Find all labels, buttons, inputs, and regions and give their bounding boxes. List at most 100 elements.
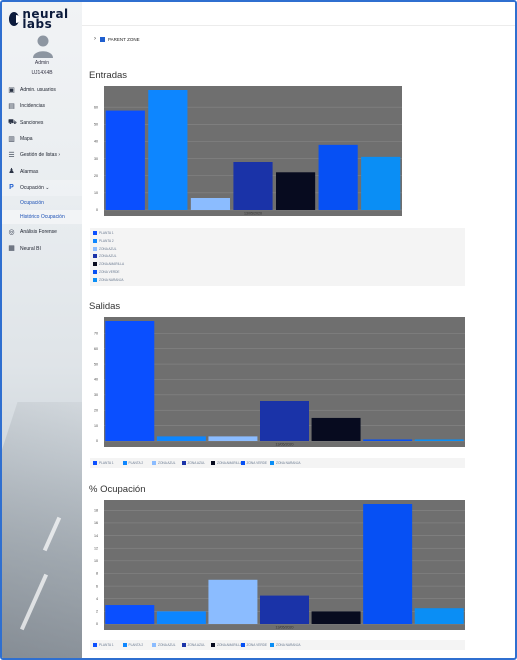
sidebar-item-label: Mapa [20, 136, 33, 143]
legend-label: ZONA AZUL [158, 643, 176, 647]
bar-zona-verde[interactable] [318, 144, 358, 210]
y-tick-label: 10 [94, 191, 98, 195]
bar-zona-amarilla[interactable] [275, 172, 316, 210]
x-tick-label: 13/05/2020 [244, 212, 262, 216]
bar-zona-azul[interactable] [208, 579, 258, 624]
sidebar-item-incidencias[interactable]: ▤ Incidencias [2, 98, 82, 114]
legend-label: ZONA AZUL [99, 246, 117, 251]
sidebar-item-gestion-listas[interactable]: ☰ Gestión de listas › [2, 147, 82, 163]
legend-swatch [93, 231, 97, 235]
bar-zona-amarilla[interactable] [311, 611, 361, 624]
legend-label: ZONA NARANJA [276, 643, 301, 647]
sidebar-item-label: Sanciones [20, 119, 44, 126]
legend-item[interactable]: ZONA AMARILLA [211, 643, 242, 647]
bar-zona-azul[interactable] [208, 436, 258, 441]
bar-zona-naranja[interactable] [361, 156, 401, 210]
legend-item[interactable]: ZONA AMARILLA [211, 461, 242, 465]
legend-swatch [93, 262, 97, 267]
chart-ocupacion: 0 2 4 6 8 10 12 14 16 18 13/05/2020 [90, 500, 465, 638]
y-tick-label: 4 [96, 597, 98, 601]
bar-planta-1[interactable] [105, 321, 155, 441]
bell-icon: ♟ [8, 168, 15, 176]
legend-item[interactable]: PLANTA 2 [122, 643, 143, 647]
bar-planta-1[interactable] [105, 110, 145, 210]
sidebar-item-sanciones[interactable]: ⛟ Sanciones [2, 115, 82, 131]
legend-item[interactable]: PLANTA 2 [122, 461, 143, 465]
submenu-item-historico-ocupacion[interactable]: Histórico Ocupación [2, 210, 82, 225]
legend-label: ZONA AZUL [158, 461, 176, 465]
legend-item[interactable]: ZONA VERDE [93, 270, 120, 274]
legend-label: ZONA VERDE [99, 270, 120, 274]
legend-item[interactable]: ZONA AZUL [93, 246, 117, 251]
bar-zona-azul[interactable] [260, 595, 309, 624]
submenu-item-label: Ocupación [20, 200, 44, 207]
legend-item[interactable]: PLANTA 1 [93, 643, 114, 647]
sidebar-item-analisis-forense[interactable]: ◎ Análisis Forense [2, 224, 82, 240]
legend-item[interactable]: ZONA VERDE [240, 643, 267, 647]
bar-zona-azul[interactable] [233, 162, 273, 210]
bar-planta-1[interactable] [105, 605, 155, 624]
chart-title-entradas: Entradas [89, 70, 128, 81]
y-tick-label: 6 [96, 584, 98, 588]
user-name: Admin [34, 60, 50, 66]
legend-item[interactable]: PLANTA 2 [93, 238, 114, 243]
sidebar-item-label: Análisis Forense [20, 229, 57, 236]
legend-item[interactable]: PLANTA 1 [93, 231, 114, 235]
legend-swatch [93, 461, 97, 465]
legend-swatch [181, 643, 186, 647]
legend-item[interactable]: ZONA NARANJA [270, 643, 300, 647]
y-tick-label: 0 [96, 622, 98, 626]
legend-swatch [211, 643, 215, 647]
legend-swatch [93, 246, 97, 251]
legend-item[interactable]: ZONA NARANJA [93, 277, 124, 282]
book-icon: ▤ [8, 102, 15, 110]
zone-checkbox[interactable] [100, 36, 105, 42]
breadcrumb: › PARENT ZONE [94, 36, 140, 42]
sidebar-item-ocupacion[interactable]: P Ocupación ⌄ [2, 179, 82, 197]
submenu-item-ocupacion[interactable]: Ocupación [2, 196, 82, 210]
legend-item[interactable]: ZONA VERDE [240, 461, 267, 465]
legend-item[interactable]: ZONA AZUL [181, 461, 206, 465]
sidebar-item-label: Incidencias [20, 103, 46, 110]
legend-item[interactable]: ZONA NARANJA [270, 461, 300, 465]
bar-zona-azul[interactable] [190, 198, 231, 210]
legend-label: PLANTA 2 [99, 238, 114, 243]
bar-zona-azul[interactable] [260, 401, 309, 441]
bar-zona-naranja[interactable] [414, 608, 464, 624]
bar-planta-2[interactable] [156, 436, 206, 441]
logo[interactable]: neural labs [9, 8, 82, 30]
y-tick-label: 10 [94, 559, 98, 563]
legend-label: ZONA AMARILLA [217, 643, 243, 647]
legend-item[interactable]: ZONA AZUL [152, 643, 176, 647]
legend-item[interactable]: ZONA AMARILLA [93, 262, 124, 267]
x-tick-label: 13/05/2020 [276, 626, 294, 630]
sidebar-item-mapa[interactable]: ▥ Mapa [2, 131, 82, 147]
legend-swatch [240, 643, 245, 647]
chevron-right-icon[interactable]: › [94, 36, 96, 42]
sidebar-item-admin-usuarios[interactable]: ▣ Admin. usuarios [2, 82, 82, 98]
bar-zona-amarilla[interactable] [311, 417, 361, 441]
avatar-icon[interactable] [32, 34, 54, 58]
chart-icon: ▦ [8, 245, 15, 253]
bar-planta-2[interactable] [156, 611, 206, 624]
sidebar-item-label: Gestión de listas › [20, 152, 61, 159]
legend-item[interactable]: ZONA AZUL [93, 254, 117, 259]
bar-planta-2[interactable] [148, 90, 188, 210]
bar-zona-naranja[interactable] [414, 439, 464, 441]
legend-item[interactable]: ZONA AZUL [181, 643, 205, 647]
user-id: UJ14X4B [31, 70, 53, 76]
y-tick-label: 70 [94, 332, 98, 336]
car-icon: ⛟ [8, 119, 17, 127]
bar-zona-verde[interactable] [363, 439, 413, 441]
legend-label: ZONA AZUL [187, 461, 206, 465]
legend-item[interactable]: ZONA AZUL [152, 461, 176, 465]
top-bar [82, 2, 515, 26]
legend-label: ZONA NARANJA [99, 277, 124, 282]
legend-item[interactable]: PLANTA 1 [93, 461, 114, 465]
legend-salidas: PLANTA 1 PLANTA 2 ZONA AZUL ZONA AZUL ZONA A… [90, 458, 465, 468]
legend-swatch [93, 277, 97, 282]
sidebar-item-neural-bi[interactable]: ▦ Neural BI [2, 240, 82, 256]
bar-zona-verde[interactable] [363, 504, 413, 624]
sidebar-item-alarmas[interactable]: ♟ Alarmas [2, 163, 82, 179]
legend-swatch [93, 643, 97, 647]
